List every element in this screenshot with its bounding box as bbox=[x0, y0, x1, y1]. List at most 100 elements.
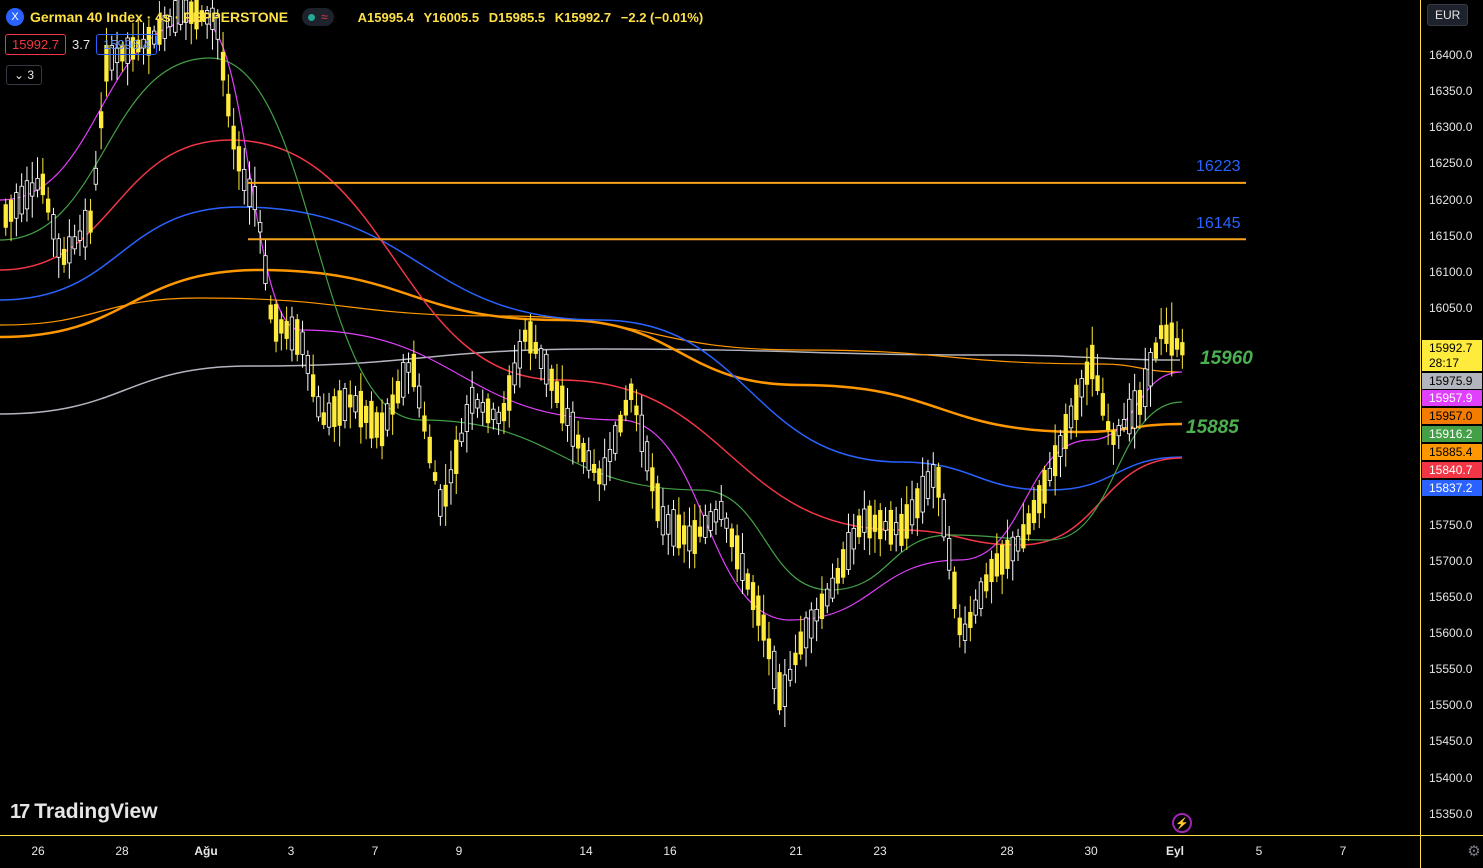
candle bbox=[475, 393, 480, 418]
candle bbox=[973, 589, 978, 624]
candle bbox=[941, 493, 946, 542]
candle bbox=[162, 6, 167, 52]
candle bbox=[24, 166, 30, 222]
candle bbox=[204, 5, 210, 39]
candle bbox=[353, 385, 358, 419]
candle bbox=[321, 393, 326, 430]
spread-value: 3.7 bbox=[72, 37, 91, 52]
sell-button[interactable]: 15992.7 bbox=[5, 34, 66, 55]
candle bbox=[607, 431, 613, 482]
candle bbox=[856, 508, 862, 545]
annotation-15960[interactable]: 15960 bbox=[1200, 348, 1253, 369]
candle bbox=[46, 187, 51, 221]
settings-gear-icon[interactable]: ⚙ bbox=[1467, 843, 1481, 860]
candle bbox=[183, 0, 189, 40]
candle bbox=[109, 35, 114, 81]
price-tick: 15500.0 bbox=[1429, 698, 1473, 713]
candle bbox=[761, 594, 766, 658]
candle bbox=[629, 378, 634, 413]
price-tick: 16350.0 bbox=[1429, 84, 1473, 99]
annotation-15885[interactable]: 15885 bbox=[1186, 417, 1239, 438]
candle bbox=[1063, 403, 1068, 467]
price-axis[interactable]: 16400.0 16350.0 16300.0 16250.0 16200.0 16150… bbox=[1420, 0, 1483, 835]
candlestick-series bbox=[3, 0, 1185, 728]
trade-buttons: 15992.7 3.7 15996.4 bbox=[5, 34, 158, 55]
candle bbox=[591, 449, 597, 481]
delayed-data-icon: ≈ bbox=[321, 10, 328, 24]
candle bbox=[1153, 337, 1158, 363]
candle bbox=[61, 236, 67, 273]
candle bbox=[310, 354, 316, 403]
candle bbox=[772, 645, 777, 705]
candle bbox=[1015, 528, 1021, 562]
candle bbox=[194, 0, 199, 40]
candle bbox=[178, 0, 183, 31]
candle bbox=[1180, 328, 1185, 369]
candle bbox=[639, 395, 644, 468]
candle bbox=[952, 566, 957, 619]
candle bbox=[549, 364, 554, 409]
candle bbox=[459, 418, 464, 447]
time-tick: 28 bbox=[1000, 844, 1014, 858]
price-tick: 16200.0 bbox=[1429, 192, 1473, 207]
candle bbox=[19, 173, 24, 223]
price-chart-canvas[interactable] bbox=[0, 0, 1420, 835]
candle bbox=[745, 568, 750, 596]
candle bbox=[565, 388, 570, 442]
candle bbox=[713, 500, 719, 535]
candle bbox=[623, 385, 628, 422]
candle bbox=[788, 650, 793, 687]
moving-average-line bbox=[0, 57, 1183, 591]
horizontal-levels[interactable] bbox=[248, 181, 1246, 241]
market-status[interactable]: ≈ bbox=[302, 8, 334, 26]
candle bbox=[1164, 307, 1169, 353]
candle bbox=[30, 161, 35, 218]
candle bbox=[719, 485, 724, 527]
candle bbox=[332, 388, 337, 442]
candle bbox=[756, 585, 761, 642]
tradingview-logo-text: TradingView bbox=[34, 800, 158, 823]
candle bbox=[528, 314, 533, 371]
candle bbox=[1010, 531, 1015, 581]
price-label: 15957.0 bbox=[1422, 408, 1482, 424]
candle bbox=[687, 507, 692, 569]
candle bbox=[496, 406, 501, 436]
candle bbox=[438, 484, 443, 526]
price-label: 15975.9 bbox=[1422, 373, 1482, 389]
candle bbox=[390, 377, 395, 435]
tradingview-logo[interactable]: 17 TradingView bbox=[10, 800, 158, 824]
price-tick: 16250.0 bbox=[1429, 156, 1473, 171]
candle bbox=[517, 329, 522, 388]
lightning-icon[interactable]: ⚡ bbox=[1172, 813, 1192, 833]
time-tick: 26 bbox=[31, 844, 45, 858]
buy-button[interactable]: 15996.4 bbox=[96, 34, 158, 55]
candle bbox=[570, 401, 575, 465]
candle bbox=[692, 504, 697, 569]
candle bbox=[199, 5, 205, 27]
candle bbox=[793, 634, 798, 684]
candle bbox=[814, 597, 819, 642]
currency-button[interactable]: EUR bbox=[1427, 4, 1469, 26]
candle bbox=[263, 239, 268, 291]
indicators-toggle-button[interactable]: ⌄ 3 bbox=[6, 65, 43, 85]
candle bbox=[1174, 321, 1180, 358]
symbol-title[interactable]: German 40 Index · 4s · PEPPERSTONE bbox=[30, 9, 289, 25]
candle bbox=[289, 306, 295, 362]
time-axis[interactable]: 26 28 Ağu 3 7 9 14 16 21 23 28 30 Eyl 5 7 bbox=[0, 835, 1420, 868]
moving-average-line bbox=[0, 348, 1181, 415]
symbol-legend[interactable]: X German 40 Index · 4s · PEPPERSTONE ≈ A… bbox=[6, 6, 709, 28]
candle bbox=[512, 344, 517, 394]
candle bbox=[1000, 539, 1005, 595]
price-label: 15840.7 bbox=[1422, 462, 1482, 478]
candle bbox=[220, 31, 226, 97]
candle bbox=[1127, 383, 1132, 442]
candle bbox=[931, 452, 936, 509]
candle bbox=[226, 74, 231, 128]
candle bbox=[660, 488, 666, 546]
time-tick: 30 bbox=[1084, 844, 1098, 858]
candle bbox=[1106, 403, 1111, 446]
candle bbox=[1026, 505, 1031, 541]
level-label-16223: 16223 bbox=[1196, 158, 1241, 175]
candle bbox=[427, 424, 432, 469]
price-tick: 15550.0 bbox=[1429, 662, 1473, 677]
